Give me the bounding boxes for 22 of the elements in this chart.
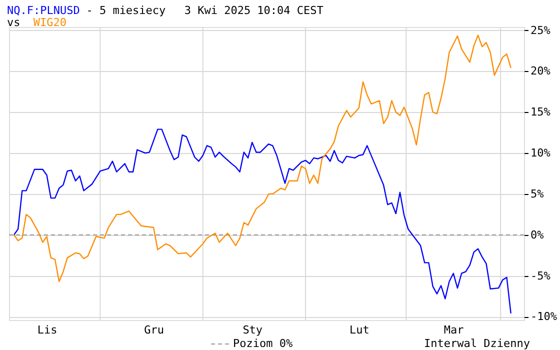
y-tick-label: 15% [530, 106, 551, 119]
y-tick-label: -5% [530, 269, 551, 282]
line-series [13, 34, 512, 282]
text: NQ.F:PLNUSD [7, 4, 80, 17]
text: WIG20 [33, 16, 67, 29]
x-tick-label: Lut [349, 324, 370, 336]
y-tick-label: 25% [530, 24, 551, 37]
x-tick-label: Gru [144, 324, 164, 336]
x-tick-label: Lis [37, 324, 58, 336]
legend-label: Poziom 0% [233, 337, 294, 350]
y-tick-label: 5% [530, 187, 544, 200]
y-tick-label: -10% [530, 310, 558, 324]
y-tick-label: 20% [530, 64, 551, 78]
y-tick-label: 10% [530, 146, 551, 160]
x-tick-label: Mar [444, 324, 464, 336]
x-tick-label: Sty [242, 324, 263, 336]
text: Interwal Dzienny [424, 337, 530, 350]
text: 3 Kwi 2025 10:04 CEST [184, 4, 324, 17]
annotation: vs [7, 16, 20, 29]
chart-title: - 5 miesiecy [86, 4, 166, 17]
y-tick-label: 0% [530, 228, 544, 242]
line-series [13, 128, 512, 314]
